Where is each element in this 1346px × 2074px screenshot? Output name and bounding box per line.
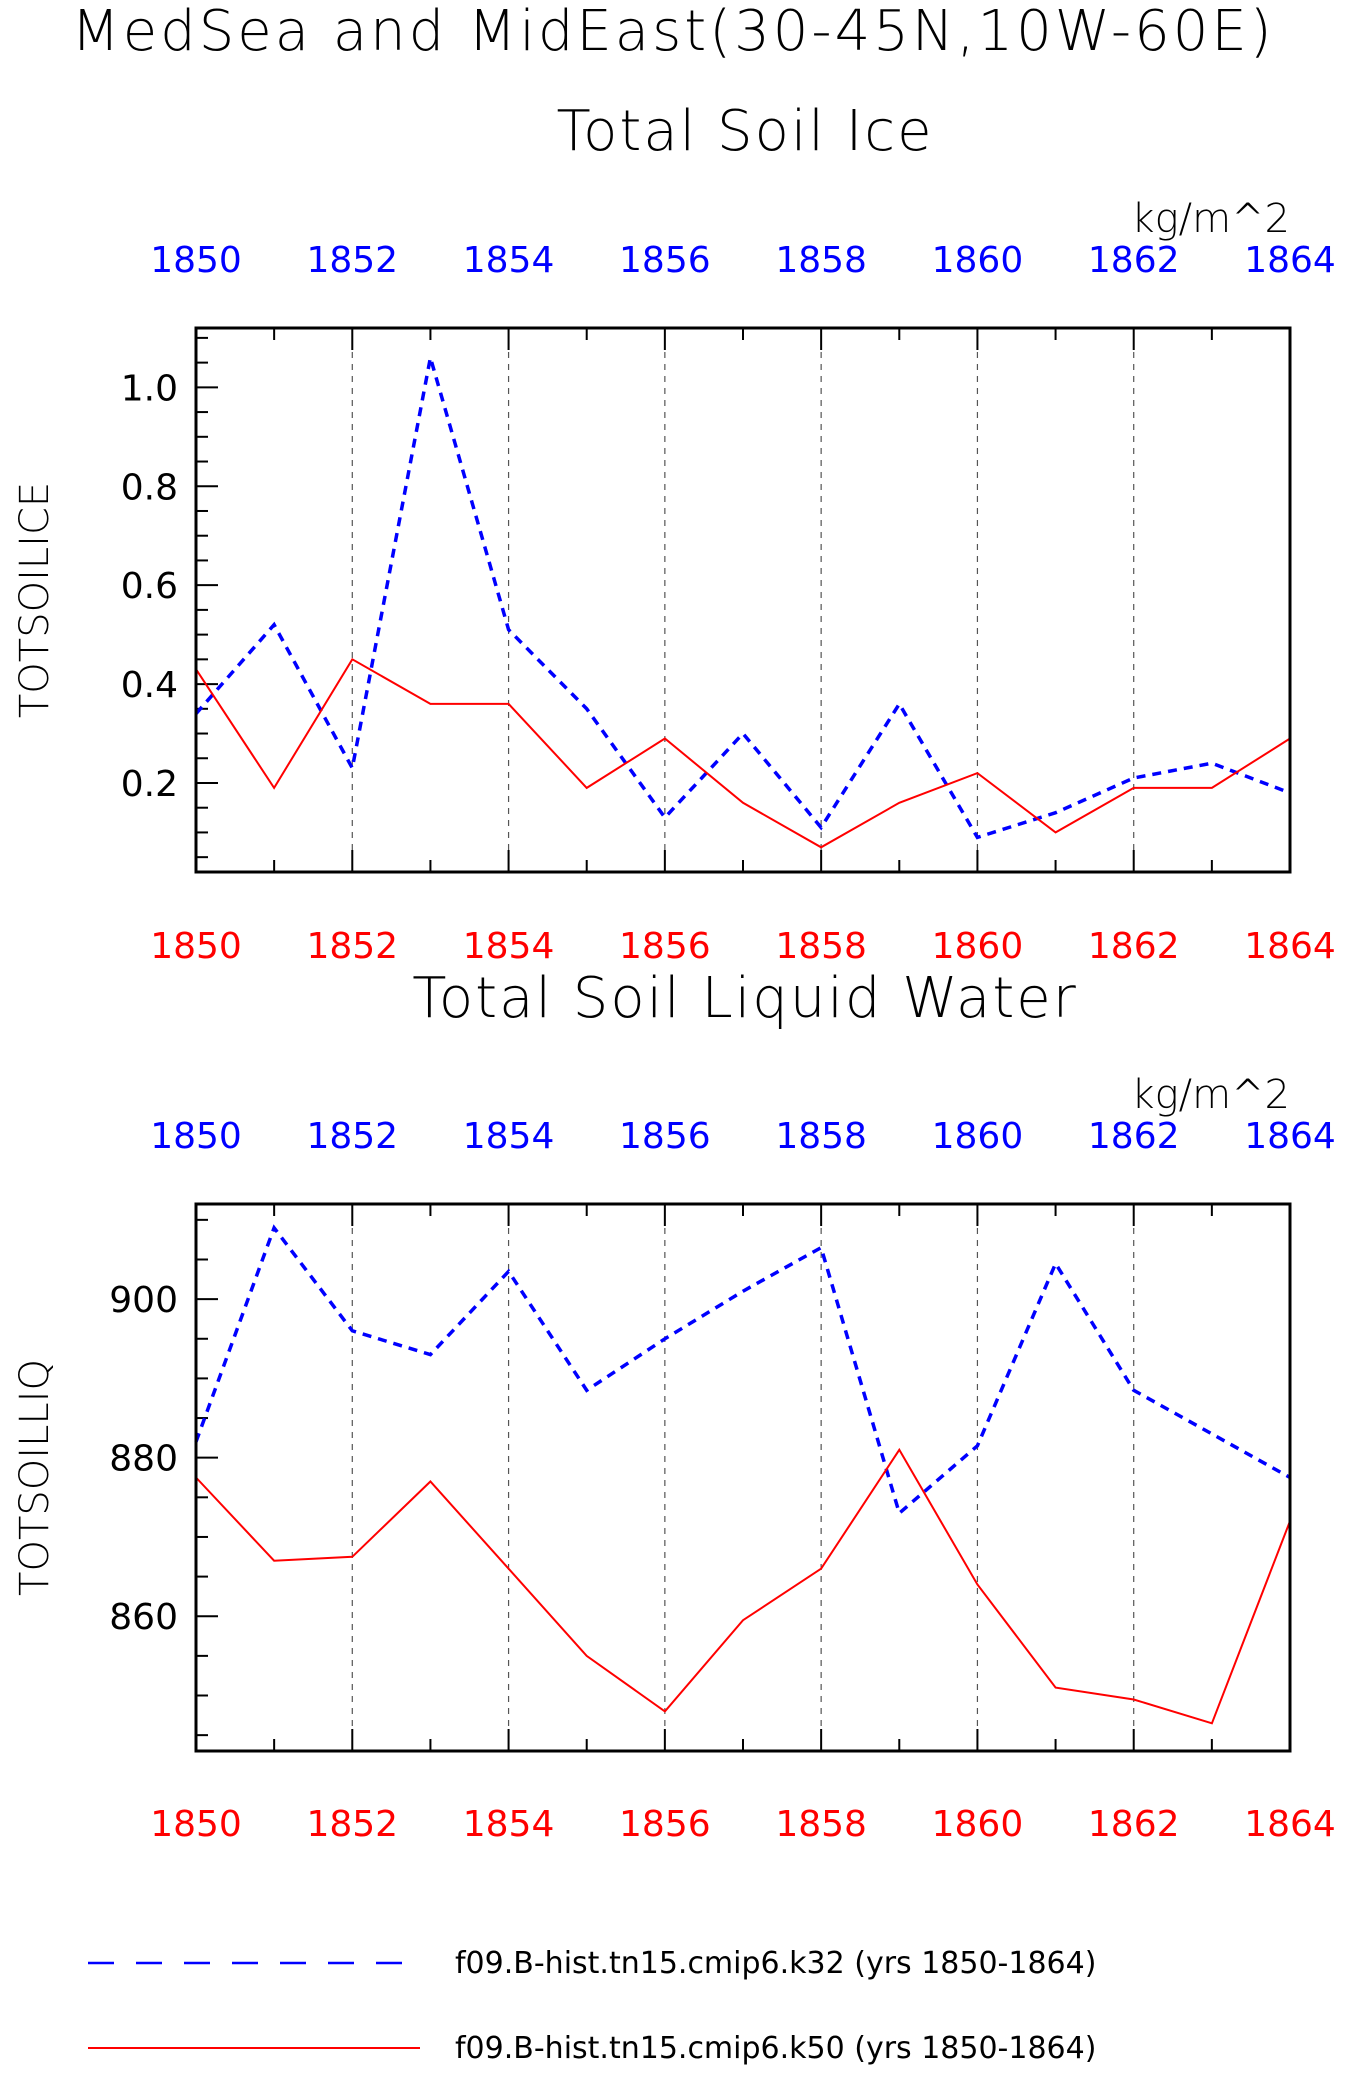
x-tick-label-bottom: 1856 [619,926,711,967]
x-tick-label-bottom: 1860 [932,1804,1024,1845]
y-tick-label: 880 [109,1439,178,1480]
y-tick-label: 0.4 [121,665,178,706]
x-tick-label-bottom: 1860 [932,926,1024,967]
series-line-k32 [194,1224,1291,1517]
y-tick-label: 0.8 [121,467,178,508]
y-axis-label: TOTSOILLIQ [12,1359,58,1596]
legend-label: f09.B-hist.tn15.cmip6.k50 (yrs 1850-1864… [455,2031,1096,2066]
x-tick-label-bottom: 1850 [150,1804,242,1845]
x-tick-label-top: 1854 [463,240,555,281]
series-line-k50 [195,1447,1291,1725]
x-tick-label-bottom: 1852 [306,1804,398,1845]
chart-panel-soil-ice: Total Soil Ice kg/m^2 TOTSOILICE 1850 1850 18… [12,99,1336,967]
x-tick-label-bottom: 1856 [619,1804,711,1845]
y-tick-label: 1.0 [121,368,178,409]
x-tick-label-top: 1860 [932,240,1024,281]
legend-label: f09.B-hist.tn15.cmip6.k32 (yrs 1850-1864… [455,1946,1096,1981]
x-tick-label-top: 1850 [150,240,242,281]
x-tick-label-bottom: 1864 [1244,926,1336,967]
x-tick-label-top: 1852 [306,1116,398,1157]
main-title: MedSea and MidEast(30-45N,10W-60E) [71,0,1274,64]
y-axis-label: TOTSOILICE [12,482,58,718]
units-label: kg/m^2 [1131,196,1290,242]
x-tick-label-top: 1864 [1244,240,1336,281]
y-tick-label: 900 [109,1280,178,1321]
plot-frame [194,326,1292,874]
x-tick-label-top: 1864 [1244,1116,1336,1157]
x-tick-label-bottom: 1858 [775,926,867,967]
x-tick-label-top: 1850 [150,1116,242,1157]
x-tick-label-top: 1856 [619,240,711,281]
y-tick-label: 860 [109,1597,178,1638]
panel-title: Total Soil Liquid Water [412,966,1078,1031]
legend: f09.B-hist.tn15.cmip6.k32 (yrs 1850-1864… [88,1946,1096,2066]
units-label: kg/m^2 [1131,1072,1290,1118]
x-tick-label-top: 1858 [775,240,867,281]
x-tick-label-top: 1862 [1088,240,1180,281]
x-tick-label-top: 1854 [463,1116,555,1157]
y-tick-label: 0.2 [121,764,178,805]
x-tick-label-top: 1856 [619,1116,711,1157]
x-tick-label-bottom: 1858 [775,1804,867,1845]
series-line-k50 [195,657,1291,849]
x-tick-label-top: 1858 [775,1116,867,1157]
y-tick-label: 0.6 [121,566,178,607]
x-tick-label-bottom: 1854 [463,926,555,967]
x-tick-label-bottom: 1862 [1088,1804,1180,1845]
x-tick-label-top: 1860 [932,1116,1024,1157]
x-tick-label-bottom: 1850 [150,926,242,967]
panel-title: Total Soil Ice [556,99,933,164]
x-tick-label-top: 1862 [1088,1116,1180,1157]
x-tick-label-bottom: 1862 [1088,926,1180,967]
chart-panel-soil-liquid: Total Soil Liquid Water kg/m^2 TOTSOILLIQ 1… [12,966,1336,1845]
series-line-k32 [194,357,1291,840]
plot-frame [194,1202,1292,1753]
x-tick-label-bottom: 1864 [1244,1804,1336,1845]
x-tick-label-top: 1852 [306,240,398,281]
x-tick-label-bottom: 1854 [463,1804,555,1845]
x-tick-label-bottom: 1852 [306,926,398,967]
